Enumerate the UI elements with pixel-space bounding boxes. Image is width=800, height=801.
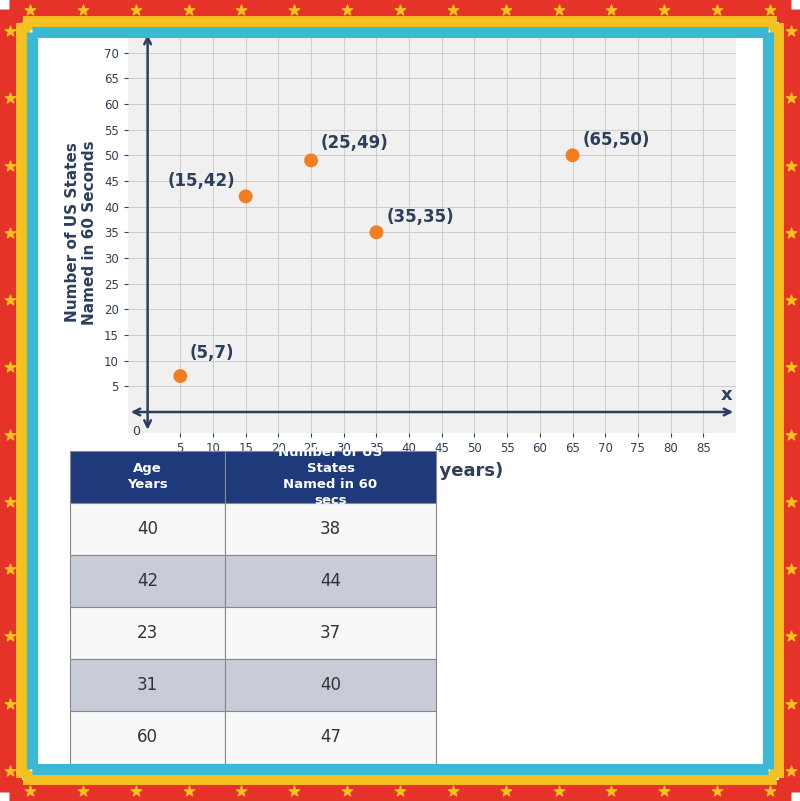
Point bbox=[4, 361, 16, 374]
FancyBboxPatch shape bbox=[70, 659, 225, 711]
FancyBboxPatch shape bbox=[225, 451, 436, 503]
Point bbox=[785, 25, 798, 38]
FancyBboxPatch shape bbox=[70, 503, 225, 555]
Point bbox=[446, 3, 459, 16]
Point bbox=[763, 3, 776, 16]
Point bbox=[785, 429, 798, 441]
Point bbox=[4, 227, 16, 239]
Point bbox=[499, 785, 512, 798]
Point bbox=[710, 3, 723, 16]
Text: (5,7): (5,7) bbox=[190, 344, 234, 362]
Point bbox=[394, 3, 406, 16]
Point bbox=[785, 294, 798, 307]
Text: Number of US
States
Named in 60
secs: Number of US States Named in 60 secs bbox=[278, 446, 382, 507]
Point bbox=[4, 25, 16, 38]
Point bbox=[785, 563, 798, 576]
Text: 40: 40 bbox=[137, 520, 158, 537]
Point bbox=[341, 3, 354, 16]
Point bbox=[4, 496, 16, 509]
Point bbox=[552, 785, 565, 798]
FancyBboxPatch shape bbox=[225, 711, 436, 763]
Point bbox=[4, 429, 16, 441]
Point bbox=[130, 785, 142, 798]
Point bbox=[785, 765, 798, 778]
Point bbox=[182, 785, 195, 798]
Text: (35,35): (35,35) bbox=[386, 208, 454, 226]
Text: 44: 44 bbox=[320, 572, 341, 590]
Point bbox=[763, 785, 776, 798]
Point bbox=[785, 630, 798, 643]
Point bbox=[341, 785, 354, 798]
Text: Age
Years: Age Years bbox=[127, 462, 168, 491]
Point bbox=[4, 92, 16, 105]
Text: 60: 60 bbox=[137, 728, 158, 747]
FancyBboxPatch shape bbox=[70, 451, 225, 503]
Point bbox=[182, 3, 195, 16]
Point bbox=[710, 785, 723, 798]
Point bbox=[785, 227, 798, 239]
Text: 47: 47 bbox=[320, 728, 341, 747]
Point bbox=[235, 3, 248, 16]
Point bbox=[4, 630, 16, 643]
Text: 38: 38 bbox=[320, 520, 341, 537]
Point bbox=[785, 698, 798, 710]
Text: 40: 40 bbox=[320, 676, 341, 694]
Point bbox=[24, 785, 37, 798]
Text: 23: 23 bbox=[137, 624, 158, 642]
Text: 42: 42 bbox=[137, 572, 158, 590]
Point bbox=[235, 785, 248, 798]
Point bbox=[605, 785, 618, 798]
Point bbox=[370, 226, 383, 239]
FancyBboxPatch shape bbox=[225, 607, 436, 659]
FancyBboxPatch shape bbox=[70, 555, 225, 607]
Point bbox=[785, 361, 798, 374]
X-axis label: Age (in years): Age (in years) bbox=[361, 461, 503, 480]
Point bbox=[4, 698, 16, 710]
Point bbox=[785, 159, 798, 172]
Point bbox=[605, 3, 618, 16]
Point bbox=[4, 765, 16, 778]
Text: 0: 0 bbox=[132, 425, 140, 438]
Point bbox=[446, 785, 459, 798]
FancyBboxPatch shape bbox=[225, 659, 436, 711]
Point bbox=[4, 159, 16, 172]
Point bbox=[24, 3, 37, 16]
Point bbox=[77, 3, 90, 16]
Text: x: x bbox=[721, 386, 733, 405]
FancyBboxPatch shape bbox=[70, 607, 225, 659]
Y-axis label: Number of US States
Named in 60 Seconds: Number of US States Named in 60 Seconds bbox=[65, 140, 97, 324]
Point bbox=[552, 3, 565, 16]
FancyBboxPatch shape bbox=[225, 503, 436, 555]
Text: (25,49): (25,49) bbox=[321, 134, 389, 151]
FancyBboxPatch shape bbox=[225, 555, 436, 607]
Text: (15,42): (15,42) bbox=[167, 172, 235, 190]
Point bbox=[4, 294, 16, 307]
FancyBboxPatch shape bbox=[70, 711, 225, 763]
Point bbox=[174, 369, 186, 382]
Point bbox=[305, 154, 318, 167]
Point bbox=[785, 496, 798, 509]
Point bbox=[4, 563, 16, 576]
Point bbox=[499, 3, 512, 16]
Point bbox=[785, 92, 798, 105]
Text: 31: 31 bbox=[137, 676, 158, 694]
Text: 37: 37 bbox=[320, 624, 341, 642]
Point bbox=[566, 149, 579, 162]
Point bbox=[77, 785, 90, 798]
Point bbox=[288, 785, 301, 798]
Point bbox=[130, 3, 142, 16]
Point bbox=[658, 3, 670, 16]
Point bbox=[658, 785, 670, 798]
Point bbox=[239, 190, 252, 203]
Point bbox=[394, 785, 406, 798]
Point bbox=[288, 3, 301, 16]
Text: (65,50): (65,50) bbox=[582, 131, 650, 149]
